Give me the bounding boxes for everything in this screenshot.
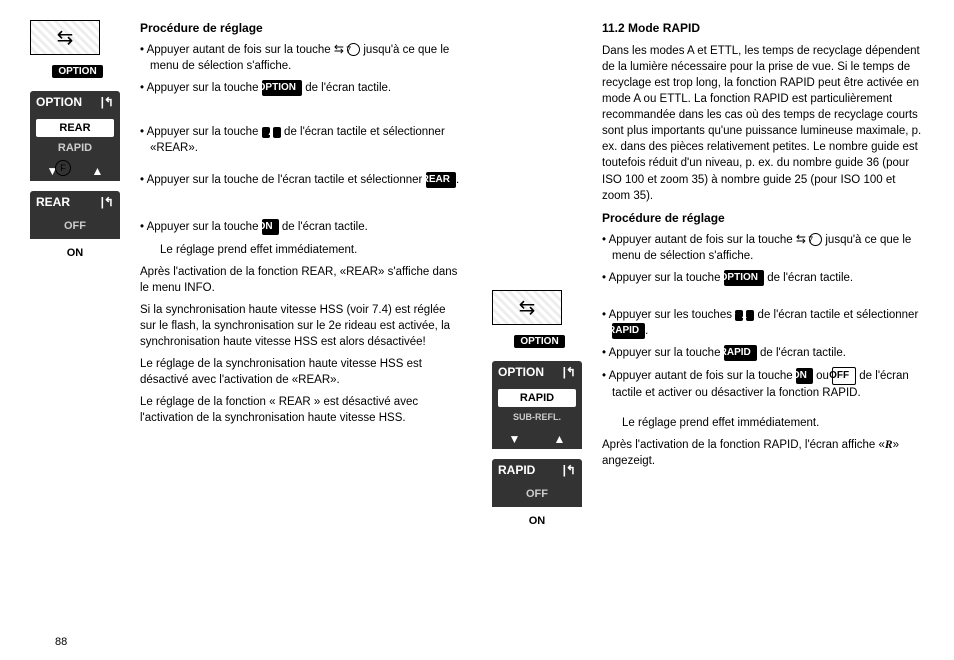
step-1: • Appuyer autant de fois sur la touche ⇆… [602, 231, 924, 264]
note-immediate: Le réglage prend effet immédiatement. [140, 242, 462, 258]
left-ui-column: ⇆ OPTION OPTION|↰ REAR RAPID ▼▲ REAR|↰ O… [30, 20, 125, 650]
step-5: • Appuyer sur la touche ON de l'écran ta… [140, 219, 462, 235]
left-text-column: Procédure de réglage • Appuyer autant de… [140, 20, 462, 650]
para-hss-disabled: Le réglage de la synchronisation haute v… [140, 356, 462, 388]
procedure-heading: Procédure de réglage [140, 20, 462, 37]
menu-item-rapid: RAPID [498, 389, 576, 407]
page-number: 88 [55, 636, 67, 648]
menu-item-off: OFF [496, 485, 578, 503]
intro-paragraph: Dans les modes A et ETTL, les temps de r… [602, 43, 924, 204]
back-icon: |↰ [101, 195, 114, 209]
option-screen: OPTION |↰ RAPID SUB-REFL. ▼ ▲ [492, 361, 582, 449]
menu-item-on: ON [496, 511, 578, 531]
lcd-illustration: ⇆ [492, 290, 562, 325]
menu-item-rapid: RAPID [34, 139, 116, 157]
lcd-illustration: ⇆ [30, 20, 100, 55]
step-1: • Appuyer autant de fois sur la touche ⇆… [140, 41, 462, 74]
right-text-column: 11.2 Mode RAPID Dans les modes A et ETTL… [602, 20, 924, 650]
language-indicator: F [55, 160, 71, 176]
step-2: • Appuyer sur la touche OPTION de l'écra… [140, 80, 462, 96]
back-icon: |↰ [563, 365, 576, 379]
screen-title: OPTION [36, 95, 82, 109]
menu-item-on: ON [34, 243, 116, 263]
step-4: • Appuyer sur la touche RAPID de l'écran… [602, 345, 924, 361]
up-icon: ▲ [92, 164, 104, 178]
back-icon: |↰ [563, 463, 576, 477]
procedure-heading: Procédure de réglage [602, 210, 924, 227]
option-badge: OPTION [514, 335, 564, 348]
menu-item-subrefl: SUB-REFL. [496, 409, 578, 425]
manual-page: F 88 ⇆ OPTION OPTION |↰ REAR RAPID ▼ ▲ REA… [0, 0, 954, 660]
option-badge: OPTION [52, 65, 102, 78]
up-icon: ▲ [554, 432, 566, 446]
step-5: • Appuyer autant de fois sur la touche O… [602, 367, 924, 401]
screen-title: OPTION [498, 365, 544, 379]
right-ui-column: ⇆ OPTION OPTION |↰ RAPID SUB-REFL. ▼ ▲ RAP… [492, 20, 587, 650]
rear-screen: REAR |↰ OFF ON [30, 191, 120, 263]
back-icon: |↰ [101, 95, 114, 109]
step-3: • Appuyer sur les touches ▼ ▲ de l'écran… [602, 307, 924, 339]
para-rear-disabled: Le réglage de la fonction « REAR » est d… [140, 394, 462, 426]
rapid-screen: RAPID |↰ OFF ON [492, 459, 582, 531]
option-screen: OPTION|↰ REAR RAPID ▼▲ [30, 91, 120, 181]
left-column: ⇆ OPTION OPTION|↰ REAR RAPID ▼▲ REAR|↰ O… [30, 20, 462, 650]
para-rear-info: Après l'activation de la fonction REAR, … [140, 264, 462, 296]
step-4: • Appuyer sur la touche de l'écran tacti… [140, 172, 462, 188]
step-2: • Appuyer sur la touche OPTION de l'écra… [602, 270, 924, 286]
section-heading: 11.2 Mode RAPID [602, 20, 924, 37]
note-immediate: Le réglage prend effet immédiatement. [602, 415, 924, 431]
step-3: • Appuyer sur la touche ▼ ▲ de l'écran t… [140, 124, 462, 156]
para-hss-warning: Si la synchronisation haute vitesse HSS … [140, 302, 462, 350]
screen-title: REAR [36, 195, 70, 209]
screen-title: RAPID [498, 463, 535, 477]
down-icon: ▼ [509, 432, 521, 446]
menu-item-off: OFF [34, 217, 116, 235]
menu-item-rear: REAR [36, 119, 114, 137]
para-rapid-display: Après l'activation de la fonction RAPID,… [602, 437, 924, 469]
right-column: ⇆ OPTION OPTION |↰ RAPID SUB-REFL. ▼ ▲ RAP… [492, 20, 924, 650]
